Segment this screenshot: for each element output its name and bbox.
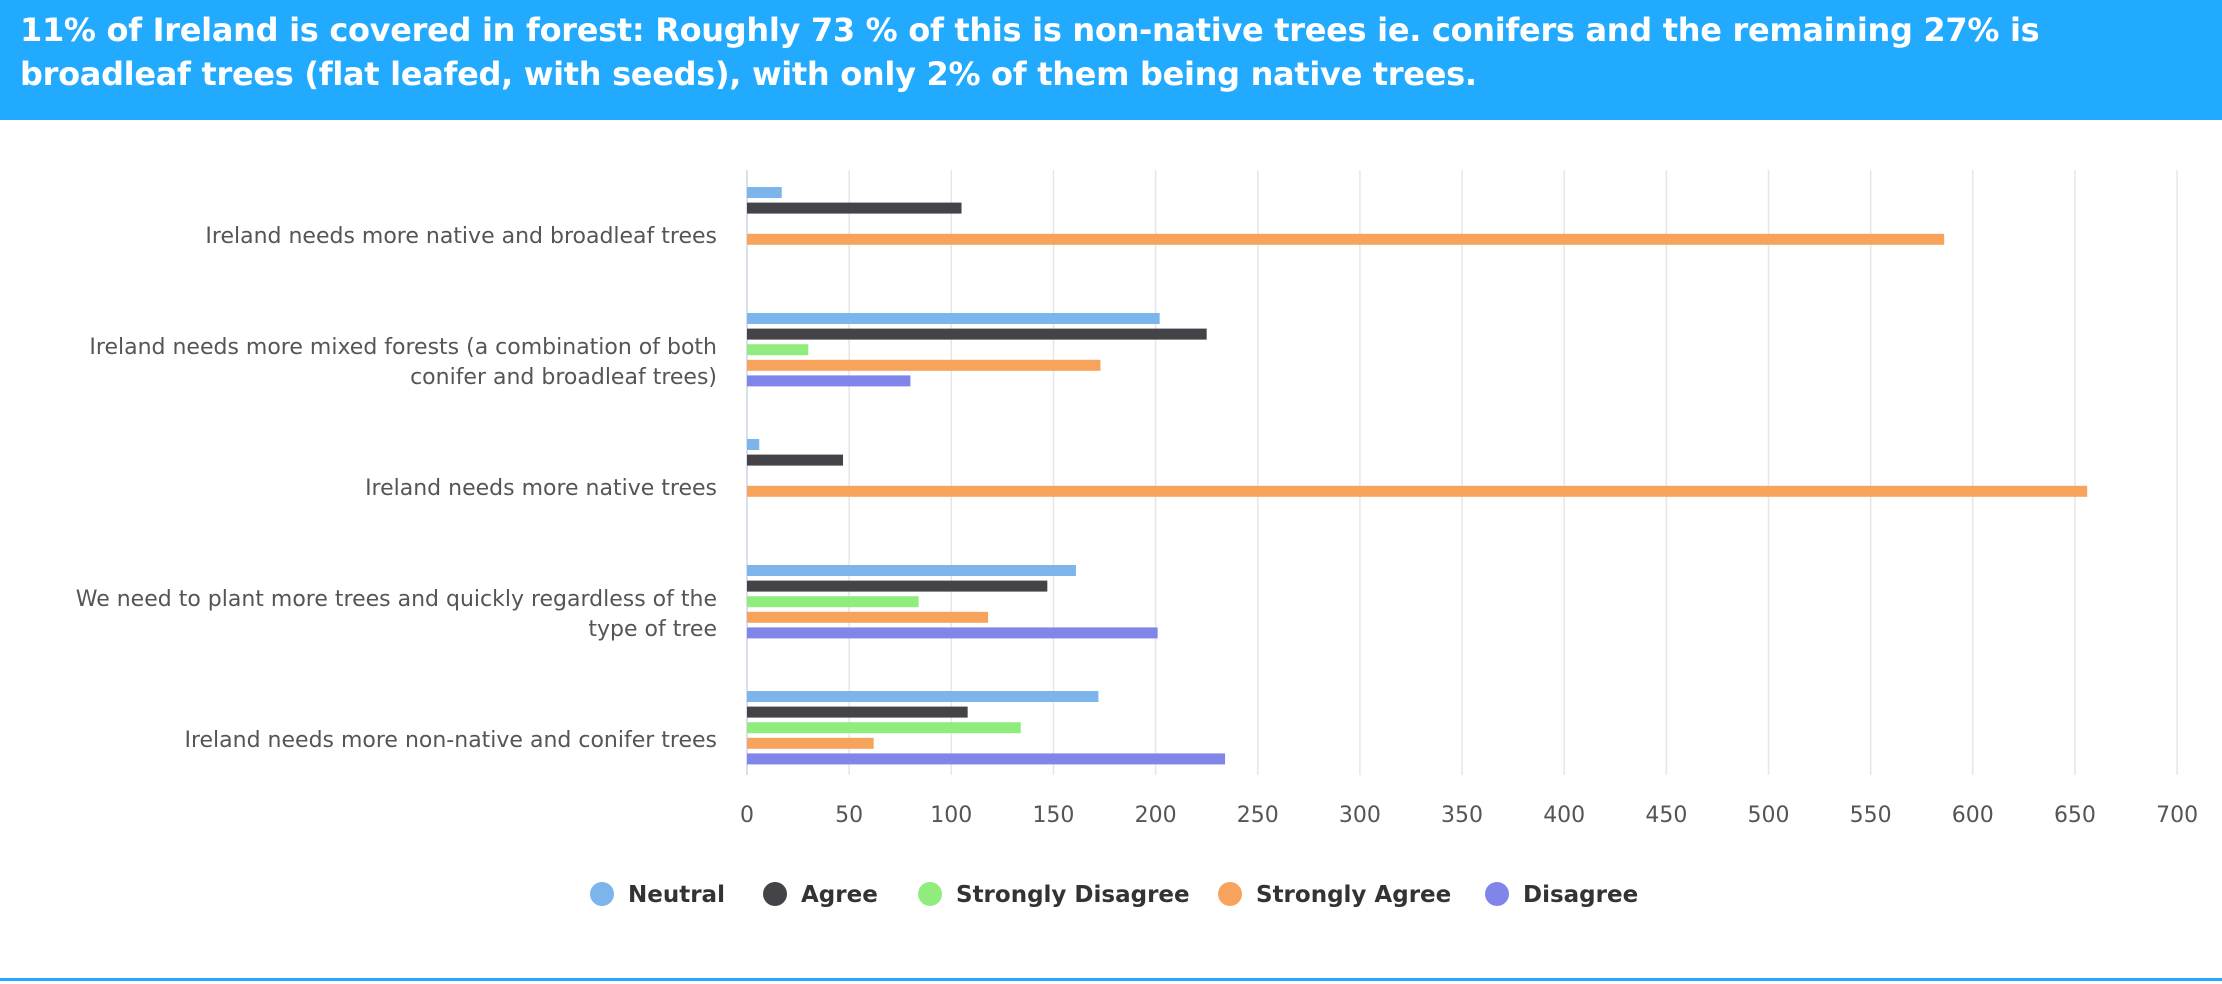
- legend-label: Strongly Disagree: [956, 882, 1190, 908]
- bar[interactable]: [747, 596, 919, 608]
- bar[interactable]: [747, 580, 1048, 592]
- x-tick-label: 350: [1441, 803, 1483, 828]
- category-label: Ireland needs more non-native and conife…: [184, 728, 717, 753]
- bars: [747, 187, 2088, 765]
- category-labels: Ireland needs more native and broadleaf …: [76, 224, 717, 753]
- category-label: Ireland needs more native and broadleaf …: [205, 224, 717, 249]
- bar[interactable]: [747, 439, 760, 450]
- x-tick-label: 250: [1237, 803, 1279, 828]
- category-label: We need to plant more trees and quickly …: [76, 587, 717, 642]
- bar[interactable]: [747, 722, 1021, 734]
- x-tick-label: 650: [2054, 803, 2096, 828]
- bar-chart: Ireland needs more native and broadleaf …: [76, 170, 2198, 908]
- legend-marker: [1485, 882, 1509, 906]
- x-tick-label: 500: [1748, 803, 1790, 828]
- page-title: 11% of Ireland is covered in forest: Rou…: [20, 11, 2040, 93]
- bar[interactable]: [747, 753, 1226, 765]
- bar[interactable]: [747, 233, 1945, 245]
- legend-label: Strongly Agree: [1256, 882, 1451, 908]
- x-tick-label: 450: [1645, 803, 1687, 828]
- legend-marker: [590, 882, 614, 906]
- bar[interactable]: [747, 706, 968, 718]
- legend-item[interactable]: Agree: [763, 882, 878, 908]
- x-tick-label: 550: [1850, 803, 1892, 828]
- bar[interactable]: [747, 202, 962, 214]
- x-tick-label: 0: [740, 803, 754, 828]
- bar[interactable]: [747, 328, 1207, 340]
- bar[interactable]: [747, 611, 989, 623]
- legend[interactable]: Neutral Agree Strongly Disagree Strongly Ag…: [590, 882, 1638, 908]
- x-tick-label: 700: [2156, 803, 2198, 828]
- category-label: Ireland needs more mixed forests (a comb…: [89, 335, 717, 390]
- legend-item[interactable]: Disagree: [1485, 882, 1638, 908]
- bar[interactable]: [747, 485, 2088, 497]
- legend-marker: [918, 882, 942, 906]
- x-tick-label: 150: [1032, 803, 1074, 828]
- bar[interactable]: [747, 737, 874, 749]
- legend-item[interactable]: Neutral: [590, 882, 725, 908]
- bar[interactable]: [747, 359, 1101, 371]
- gridlines: [746, 170, 2178, 775]
- bar[interactable]: [747, 627, 1158, 639]
- bar[interactable]: [747, 565, 1076, 576]
- legend-label: Neutral: [628, 882, 725, 908]
- header-banner: 11% of Ireland is covered in forest: Rou…: [0, 0, 2222, 120]
- legend-label: Agree: [801, 882, 878, 908]
- bar[interactable]: [747, 313, 1160, 324]
- category-label: Ireland needs more native trees: [365, 476, 717, 501]
- legend-label: Disagree: [1523, 882, 1638, 908]
- legend-item[interactable]: Strongly Agree: [1218, 882, 1451, 908]
- bar[interactable]: [747, 375, 911, 387]
- x-axis-tick-labels: 0 50 100 150 200 250 300 350 400 450 500 550 600 650 7…: [740, 803, 2198, 828]
- x-tick-label: 200: [1135, 803, 1177, 828]
- bottom-divider: [0, 978, 2222, 981]
- x-tick-label: 100: [930, 803, 972, 828]
- legend-marker: [763, 882, 787, 906]
- x-tick-label: 50: [835, 803, 863, 828]
- legend-item[interactable]: Strongly Disagree: [918, 882, 1190, 908]
- x-tick-label: 600: [1952, 803, 1994, 828]
- x-tick-label: 300: [1339, 803, 1381, 828]
- bar[interactable]: [747, 344, 809, 356]
- bar[interactable]: [747, 187, 782, 198]
- x-tick-label: 400: [1543, 803, 1585, 828]
- bar[interactable]: [747, 691, 1099, 702]
- legend-marker: [1218, 882, 1242, 906]
- bar[interactable]: [747, 454, 844, 466]
